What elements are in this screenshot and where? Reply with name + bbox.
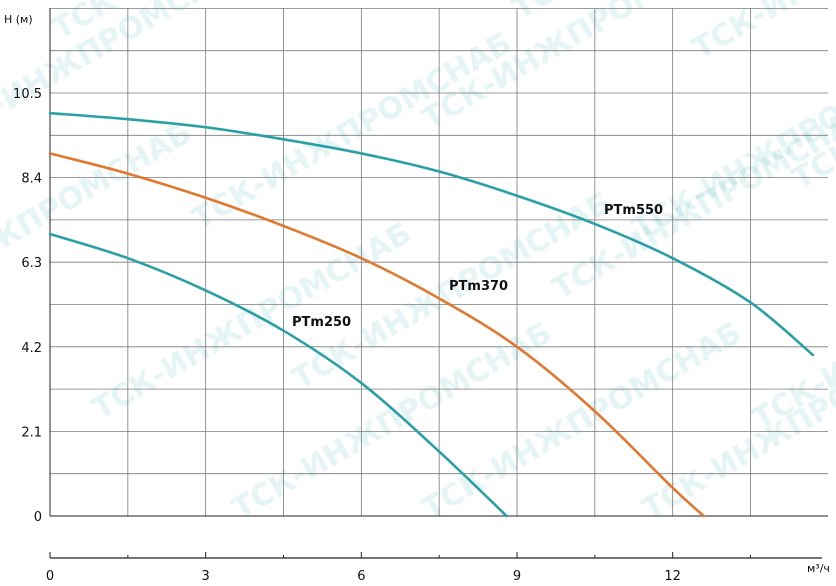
watermark-text: ТСК-ИНЖПРОМСНАБ xyxy=(787,0,836,197)
x-tick-label: 0 xyxy=(46,569,54,584)
series-line-ptm370 xyxy=(48,152,706,518)
watermark-layer: ТСК-ИНЖПРОМСНАБТСК-ИНЖПРОМСНАБТСК-ИНЖПРО… xyxy=(0,0,836,527)
y-tick-label: 8.4 xyxy=(21,172,42,187)
x-tick-label: 9 xyxy=(513,569,521,584)
x-axis-title: м³/ч xyxy=(807,562,830,575)
series-line-ptm550 xyxy=(48,111,815,357)
watermark-text: ТСК-ИНЖПРОМСНАБ xyxy=(0,116,198,327)
y-axis-title: H (м) xyxy=(4,13,33,26)
series-line-ptm250 xyxy=(48,232,508,518)
y-tick-label: 2.1 xyxy=(21,425,42,440)
series-labels: PTm250 PTm370 PTm550 xyxy=(292,203,663,330)
series-label-ptm550: PTm550 xyxy=(604,203,663,218)
grid xyxy=(50,7,828,517)
y-tick-label: 0 xyxy=(34,510,42,525)
y-tick-label: 4.2 xyxy=(21,341,42,356)
watermark-text: ТСК-ИНЖПРОМСНАБ xyxy=(227,316,558,527)
x-tick-label: 3 xyxy=(202,569,210,584)
series-layer xyxy=(48,111,815,518)
watermark-text: ТСК-ИНЖПРОМСНАБ xyxy=(0,0,258,157)
series-label-ptm370: PTm370 xyxy=(449,279,508,294)
x-tick-label: 12 xyxy=(664,569,681,584)
axes: 0 2.1 4.2 6.3 8.4 10.5 0 3 6 9 12 xyxy=(13,8,828,584)
watermark-text: ТСК-ИНЖПРОМСНАБ xyxy=(687,0,836,67)
x-tick-label: 6 xyxy=(357,569,365,584)
y-tick-label: 10.5 xyxy=(13,87,42,102)
y-tick-label: 6.3 xyxy=(21,256,42,271)
series-label-ptm250: PTm250 xyxy=(292,315,351,330)
